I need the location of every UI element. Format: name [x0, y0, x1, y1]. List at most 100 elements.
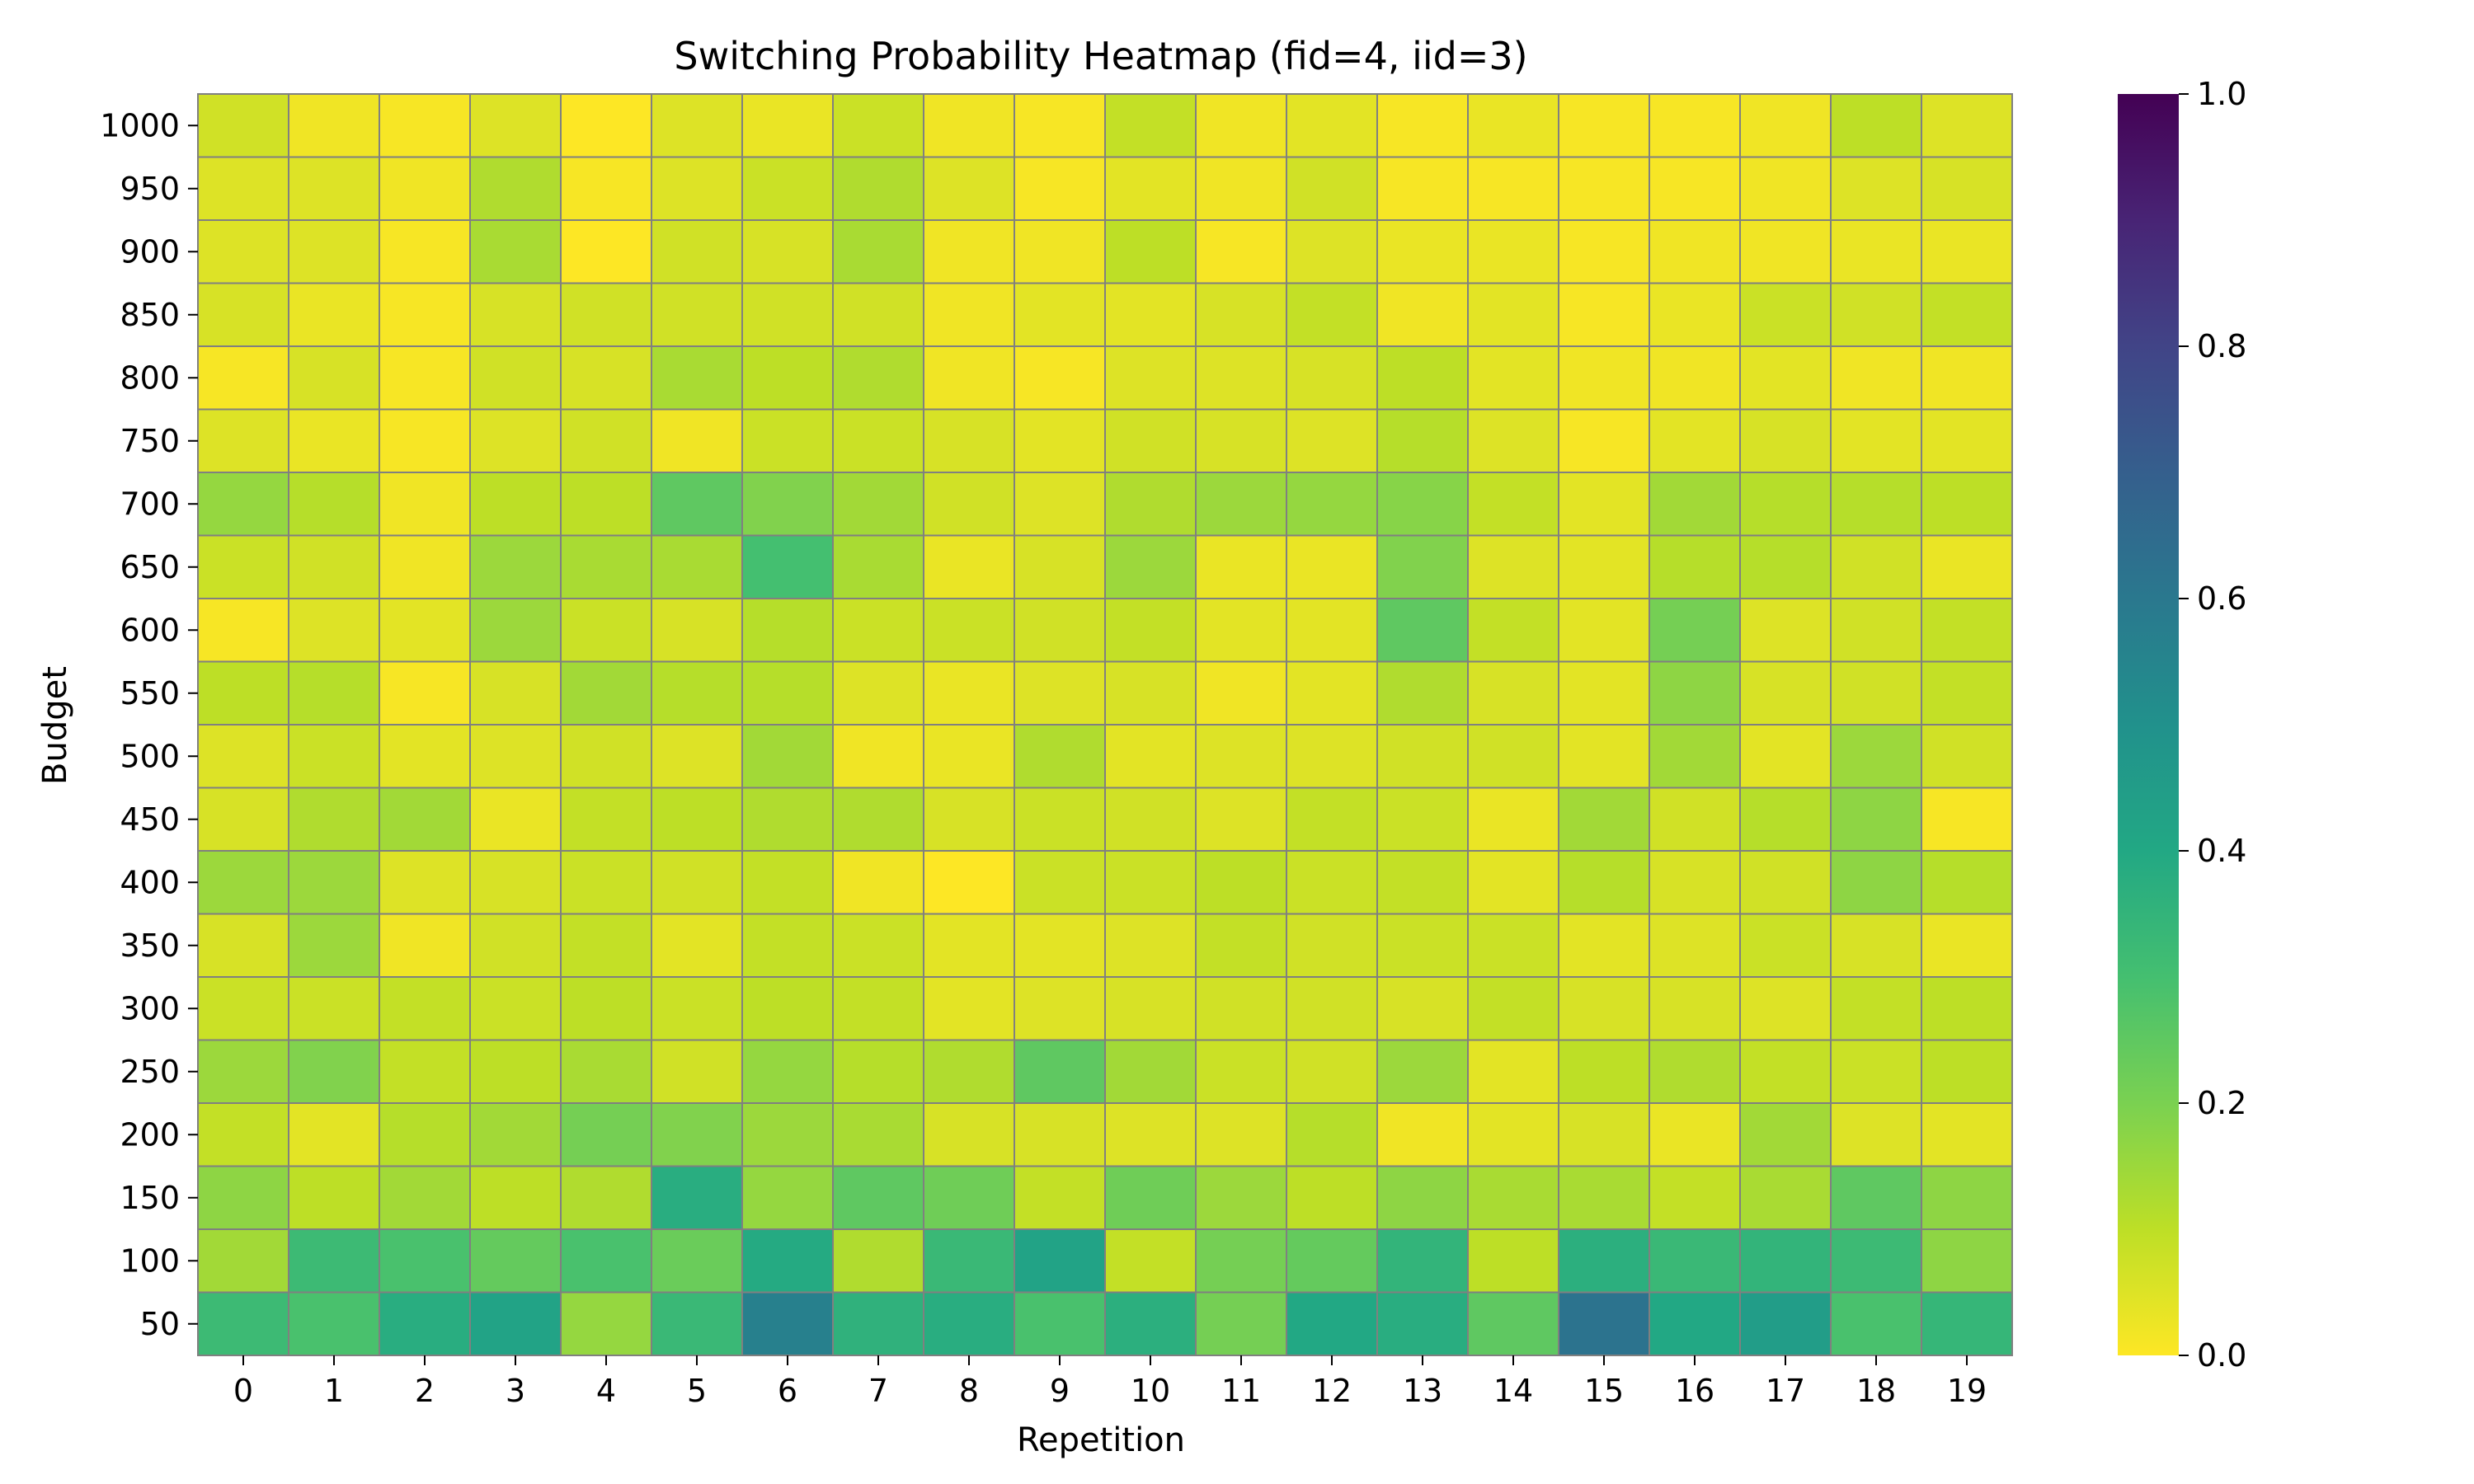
y-tick-label: 350: [120, 928, 180, 964]
chart-title: Switching Probability Heatmap (fid=4, ii…: [674, 34, 1527, 78]
heatmap-cell: [1830, 1165, 1922, 1230]
heatmap-cell: [1286, 660, 1378, 726]
heatmap-cell: [379, 1039, 471, 1104]
heatmap-cell: [741, 282, 834, 347]
heatmap-cell: [651, 282, 743, 347]
heatmap-cell: [1286, 534, 1378, 599]
heatmap-cell: [469, 345, 562, 411]
heatmap-cell: [923, 724, 1015, 789]
heatmap-cell: [1921, 976, 2013, 1041]
colorbar-gradient: [2118, 94, 2179, 1355]
heatmap-cell: [1558, 660, 1650, 726]
heatmap-cell: [1195, 345, 1287, 411]
heatmap-cell: [832, 724, 924, 789]
heatmap-cell: [651, 913, 743, 978]
heatmap-cell: [651, 1228, 743, 1294]
heatmap-cell: [379, 660, 471, 726]
heatmap-cell: [1014, 1228, 1106, 1294]
heatmap-cell: [1558, 156, 1650, 221]
heatmap-cell: [741, 976, 834, 1041]
heatmap-cell: [288, 913, 380, 978]
heatmap-cell: [1104, 1291, 1197, 1356]
heatmap-cell: [1649, 1039, 1741, 1104]
heatmap-cell: [741, 534, 834, 599]
heatmap-cell: [1649, 1291, 1741, 1356]
y-tick-label: 950: [120, 171, 180, 207]
heatmap-cell: [379, 93, 471, 158]
heatmap-cell: [288, 976, 380, 1041]
heatmap-cell: [379, 534, 471, 599]
heatmap-cell: [1739, 1102, 1832, 1167]
x-tick-label: 7: [868, 1373, 888, 1409]
heatmap-cell: [1376, 787, 1469, 852]
heatmap-cell: [741, 1291, 834, 1356]
heatmap-cell: [560, 1228, 652, 1294]
heatmap-cell: [1467, 598, 1559, 663]
heatmap-cell: [1014, 787, 1106, 852]
heatmap-cell: [1649, 850, 1741, 915]
heatmap-cell: [923, 345, 1015, 411]
heatmap-cell: [1286, 345, 1378, 411]
heatmap-cell: [1649, 282, 1741, 347]
heatmap-cell: [469, 534, 562, 599]
heatmap-cell: [1921, 787, 2013, 852]
heatmap-cell: [651, 976, 743, 1041]
heatmap-cell: [469, 1228, 562, 1294]
heatmap-cell: [1739, 1165, 1832, 1230]
heatmap-cell: [1286, 976, 1378, 1041]
heatmap-cell: [1467, 1102, 1559, 1167]
heatmap-cell: [1649, 1165, 1741, 1230]
heatmap-cell: [1739, 724, 1832, 789]
heatmap-cell: [832, 345, 924, 411]
heatmap-cell: [651, 724, 743, 789]
heatmap-cell: [1467, 787, 1559, 852]
heatmap-cell: [1649, 976, 1741, 1041]
heatmap-cell: [1467, 976, 1559, 1041]
heatmap-cell: [1830, 282, 1922, 347]
heatmap-cell: [197, 976, 289, 1041]
heatmap-cell: [1286, 787, 1378, 852]
heatmap-cell: [651, 850, 743, 915]
heatmap-cell: [1739, 850, 1832, 915]
heatmap-cell: [197, 1102, 289, 1167]
heatmap-cell: [1558, 282, 1650, 347]
heatmap-cell: [741, 1039, 834, 1104]
heatmap-cell: [1195, 93, 1287, 158]
heatmap-cell: [1195, 219, 1287, 284]
heatmap-cell: [288, 1102, 380, 1167]
heatmap-cell: [288, 1291, 380, 1356]
heatmap-cell: [1467, 156, 1559, 221]
heatmap-cell: [1739, 787, 1832, 852]
heatmap-cell: [1739, 598, 1832, 663]
heatmap-cell: [560, 724, 652, 789]
heatmap-cell: [1649, 787, 1741, 852]
heatmap-cell: [1558, 1228, 1650, 1294]
heatmap-cell: [923, 850, 1015, 915]
heatmap-cell: [1195, 1039, 1287, 1104]
heatmap-cell: [832, 850, 924, 915]
heatmap-cell: [1649, 219, 1741, 284]
heatmap-cell: [1195, 156, 1287, 221]
heatmap-cell: [1376, 598, 1469, 663]
heatmap-cell: [1830, 598, 1922, 663]
heatmap-cell: [651, 1039, 743, 1104]
heatmap-cell: [741, 913, 834, 978]
heatmap-cell: [923, 534, 1015, 599]
heatmap-cell: [1649, 660, 1741, 726]
heatmap-cell: [1104, 1165, 1197, 1230]
x-axis-ticks: 0 1 2 3 4 5 6 7 8 9 10 11 12 13 14 15 16 17 18 19: [233, 1355, 1987, 1409]
x-tick-label: 18: [1856, 1373, 1896, 1409]
colorbar-tick-label: 1.0: [2197, 76, 2246, 112]
heatmap-cell: [560, 1039, 652, 1104]
colorbar-ticks: 0.0 0.2 0.4 0.6 0.8 1.0: [2179, 76, 2246, 1374]
heatmap-cell: [832, 787, 924, 852]
heatmap-cell: [1104, 913, 1197, 978]
heatmap-cell: [832, 1165, 924, 1230]
heatmap-cell: [1558, 913, 1650, 978]
heatmap-cell: [197, 219, 289, 284]
y-tick-label: 850: [120, 297, 180, 333]
heatmap-cell: [1467, 1039, 1559, 1104]
heatmap-cell: [1558, 724, 1650, 789]
heatmap-cell: [469, 408, 562, 473]
heatmap-cell: [1558, 976, 1650, 1041]
